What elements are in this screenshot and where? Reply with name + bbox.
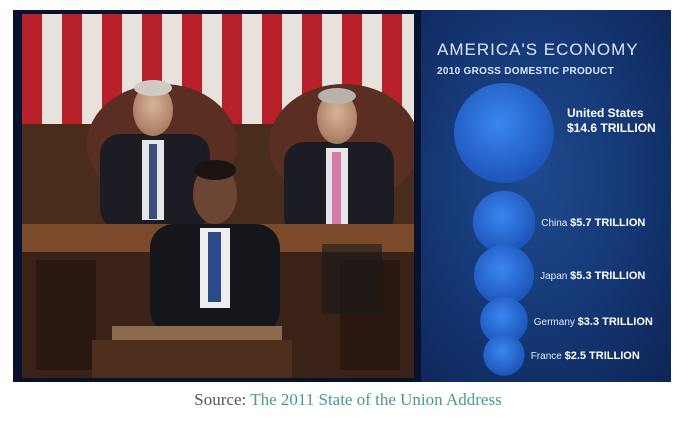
speech-scene — [22, 14, 414, 378]
podium-top — [112, 326, 282, 340]
source-prefix: Source: — [194, 390, 247, 409]
bubble-label: France $2.5 TRILLION — [531, 350, 640, 362]
bubble-germany — [480, 297, 528, 345]
speech-photo — [22, 14, 414, 378]
bubble-value: $14.6 TRILLION — [567, 121, 656, 135]
teleprompter — [322, 244, 382, 314]
bubble-japan — [473, 244, 535, 306]
bubble-label: United States — [567, 106, 644, 120]
gdp-panel: AMERICA'S ECONOMY 2010 GROSS DOMESTIC PR… — [421, 10, 671, 382]
bubble-label: China $5.7 TRILLION — [541, 217, 645, 229]
bubble-united-states — [454, 83, 554, 183]
bubble-china — [472, 190, 536, 254]
bubble-france — [483, 334, 525, 376]
bubble-chart: United States$14.6 TRILLION China $5.7 TR… — [454, 83, 656, 376]
podium — [92, 340, 292, 378]
source-caption: Source: The 2011 State of the Union Addr… — [0, 390, 696, 410]
bubble-label: Japan $5.3 TRILLION — [540, 270, 645, 282]
chart-subtitle: 2010 GROSS DOMESTIC PRODUCT — [437, 66, 615, 77]
source-link[interactable]: The 2011 State of the Union Address — [250, 390, 502, 409]
chart-title: AMERICA'S ECONOMY — [437, 40, 639, 59]
video-frame: AMERICA'S ECONOMY 2010 GROSS DOMESTIC PR… — [13, 10, 671, 382]
bubble-label: Germany $3.3 TRILLION — [534, 316, 653, 328]
